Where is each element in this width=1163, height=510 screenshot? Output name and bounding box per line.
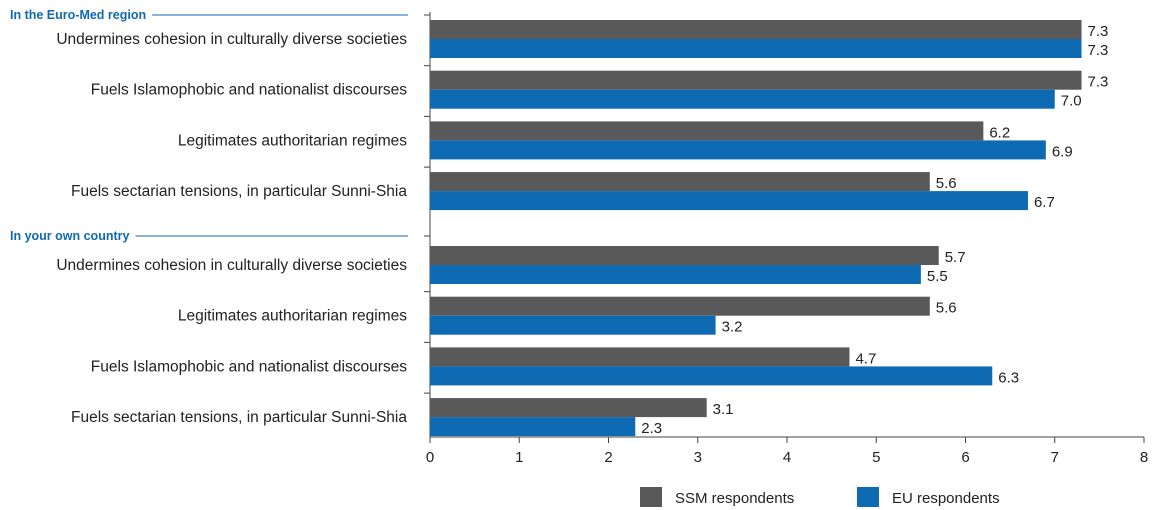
group-title: In the Euro-Med region bbox=[10, 8, 146, 22]
group-title: In your own country bbox=[10, 229, 129, 243]
legend-label: SSM respondents bbox=[675, 490, 794, 507]
x-tick-label: 2 bbox=[604, 449, 612, 466]
bar bbox=[430, 39, 1082, 58]
bar bbox=[430, 20, 1082, 39]
x-tick-label: 3 bbox=[694, 449, 702, 466]
bar bbox=[430, 172, 930, 192]
data-label: 7.3 bbox=[1088, 23, 1109, 40]
data-label: 5.7 bbox=[945, 249, 966, 266]
category-label: Undermines cohesion in culturally divers… bbox=[56, 257, 407, 274]
bar bbox=[430, 398, 707, 418]
data-label: 6.2 bbox=[989, 124, 1010, 141]
x-tick-label: 5 bbox=[872, 449, 880, 466]
data-label: 7.0 bbox=[1061, 93, 1082, 110]
data-label: 3.2 bbox=[722, 319, 743, 336]
legend-label: EU respondents bbox=[892, 490, 1000, 507]
x-tick-label: 6 bbox=[961, 449, 969, 466]
data-label: 6.9 bbox=[1052, 143, 1073, 160]
data-label: 5.6 bbox=[936, 175, 957, 192]
category-label: Legitimates authoritarian regimes bbox=[178, 132, 407, 149]
x-tick-label: 7 bbox=[1051, 449, 1059, 466]
bar bbox=[430, 296, 930, 316]
data-label: 5.6 bbox=[936, 300, 957, 317]
x-tick-label: 1 bbox=[515, 449, 523, 466]
category-label: Fuels sectarian tensions, in particular … bbox=[71, 183, 407, 200]
data-label: 7.3 bbox=[1088, 42, 1109, 59]
category-label: Fuels Islamophobic and nationalist disco… bbox=[91, 358, 407, 375]
category-label: Undermines cohesion in culturally divers… bbox=[56, 31, 407, 48]
bar bbox=[430, 417, 636, 437]
legend-swatch bbox=[640, 487, 662, 507]
category-label: Fuels sectarian tensions, in particular … bbox=[71, 409, 407, 426]
data-label: 6.7 bbox=[1034, 194, 1055, 211]
data-label: 3.1 bbox=[713, 401, 734, 418]
data-label: 7.3 bbox=[1088, 74, 1109, 91]
x-tick-label: 4 bbox=[783, 449, 791, 466]
bar bbox=[430, 366, 993, 386]
data-label: 4.7 bbox=[855, 350, 876, 367]
legend-swatch bbox=[857, 487, 879, 507]
bar bbox=[430, 246, 939, 265]
data-label: 2.3 bbox=[641, 420, 662, 437]
bar bbox=[430, 121, 984, 141]
bar bbox=[430, 70, 1082, 90]
category-label: Legitimates authoritarian regimes bbox=[178, 308, 407, 325]
bar bbox=[430, 191, 1028, 211]
x-tick-label: 0 bbox=[426, 449, 434, 466]
data-label: 6.3 bbox=[998, 369, 1019, 386]
bar bbox=[430, 315, 716, 335]
x-tick-label: 8 bbox=[1140, 449, 1148, 466]
bar bbox=[430, 347, 850, 367]
bar bbox=[430, 265, 921, 284]
data-label: 5.5 bbox=[927, 268, 948, 285]
bar bbox=[430, 89, 1055, 109]
bar bbox=[430, 140, 1046, 160]
category-label: Fuels Islamophobic and nationalist disco… bbox=[91, 82, 407, 99]
